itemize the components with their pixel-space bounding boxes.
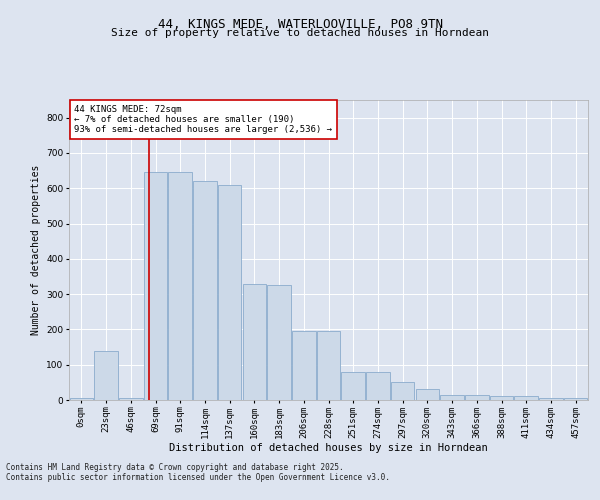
Bar <box>317 331 340 400</box>
Bar <box>169 172 192 400</box>
Bar <box>268 286 291 400</box>
Text: Size of property relative to detached houses in Horndean: Size of property relative to detached ho… <box>111 28 489 38</box>
Bar <box>366 372 389 400</box>
Bar <box>341 372 365 400</box>
X-axis label: Distribution of detached houses by size in Horndean: Distribution of detached houses by size … <box>169 444 488 454</box>
Text: Contains public sector information licensed under the Open Government Licence v3: Contains public sector information licen… <box>6 472 390 482</box>
Bar <box>292 331 316 400</box>
Bar <box>490 396 513 400</box>
Bar <box>144 172 167 400</box>
Bar <box>416 390 439 400</box>
Bar <box>564 398 587 400</box>
Bar <box>94 350 118 400</box>
Text: 44, KINGS MEDE, WATERLOOVILLE, PO8 9TN: 44, KINGS MEDE, WATERLOOVILLE, PO8 9TN <box>157 18 443 30</box>
Bar <box>539 398 563 400</box>
Text: Contains HM Land Registry data © Crown copyright and database right 2025.: Contains HM Land Registry data © Crown c… <box>6 462 344 471</box>
Bar <box>242 284 266 400</box>
Bar <box>391 382 415 400</box>
Text: 44 KINGS MEDE: 72sqm
← 7% of detached houses are smaller (190)
93% of semi-detac: 44 KINGS MEDE: 72sqm ← 7% of detached ho… <box>74 104 332 134</box>
Y-axis label: Number of detached properties: Number of detached properties <box>31 165 41 335</box>
Bar <box>218 184 241 400</box>
Bar <box>119 398 143 400</box>
Bar <box>514 396 538 400</box>
Bar <box>465 394 488 400</box>
Bar <box>70 398 93 400</box>
Bar <box>440 394 464 400</box>
Bar <box>193 181 217 400</box>
